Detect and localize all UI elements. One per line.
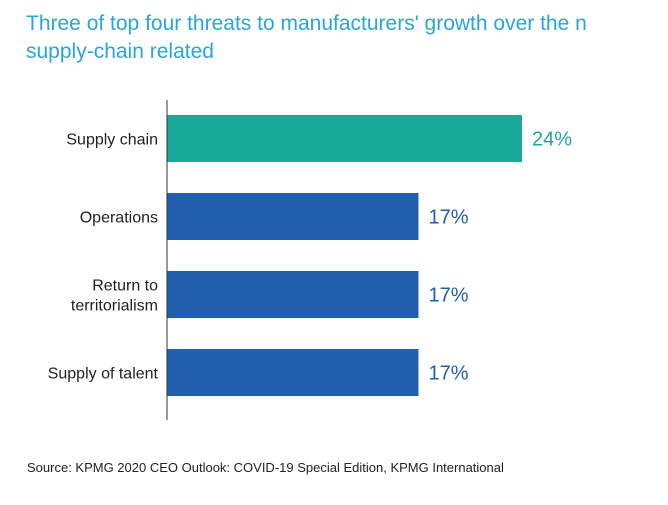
- title-line-2: supply-chain related: [26, 40, 214, 63]
- source-note: Source: KPMG 2020 CEO Outlook: COVID-19 …: [27, 460, 504, 475]
- value-label: 24%: [532, 129, 572, 151]
- bar: [167, 349, 419, 396]
- value-label: 17%: [428, 363, 468, 385]
- bar: [167, 193, 419, 240]
- category-label: Supply of talent: [48, 366, 159, 383]
- bar: [167, 271, 419, 318]
- chart-title: Three of top four threats to manufacture…: [26, 10, 668, 66]
- category-label: territorialism: [71, 298, 158, 315]
- category-label: Return to: [92, 278, 158, 295]
- value-label: 17%: [428, 285, 468, 307]
- category-label: Supply chain: [66, 132, 158, 149]
- bar-chart: 24% Supply chain 17% Operations 17% Return to…: [48, 100, 572, 420]
- category-label: Operations: [80, 210, 158, 227]
- value-label: 17%: [428, 207, 468, 229]
- bar: [167, 115, 522, 162]
- title-line-1: Three of top four threats to manufacture…: [26, 12, 587, 35]
